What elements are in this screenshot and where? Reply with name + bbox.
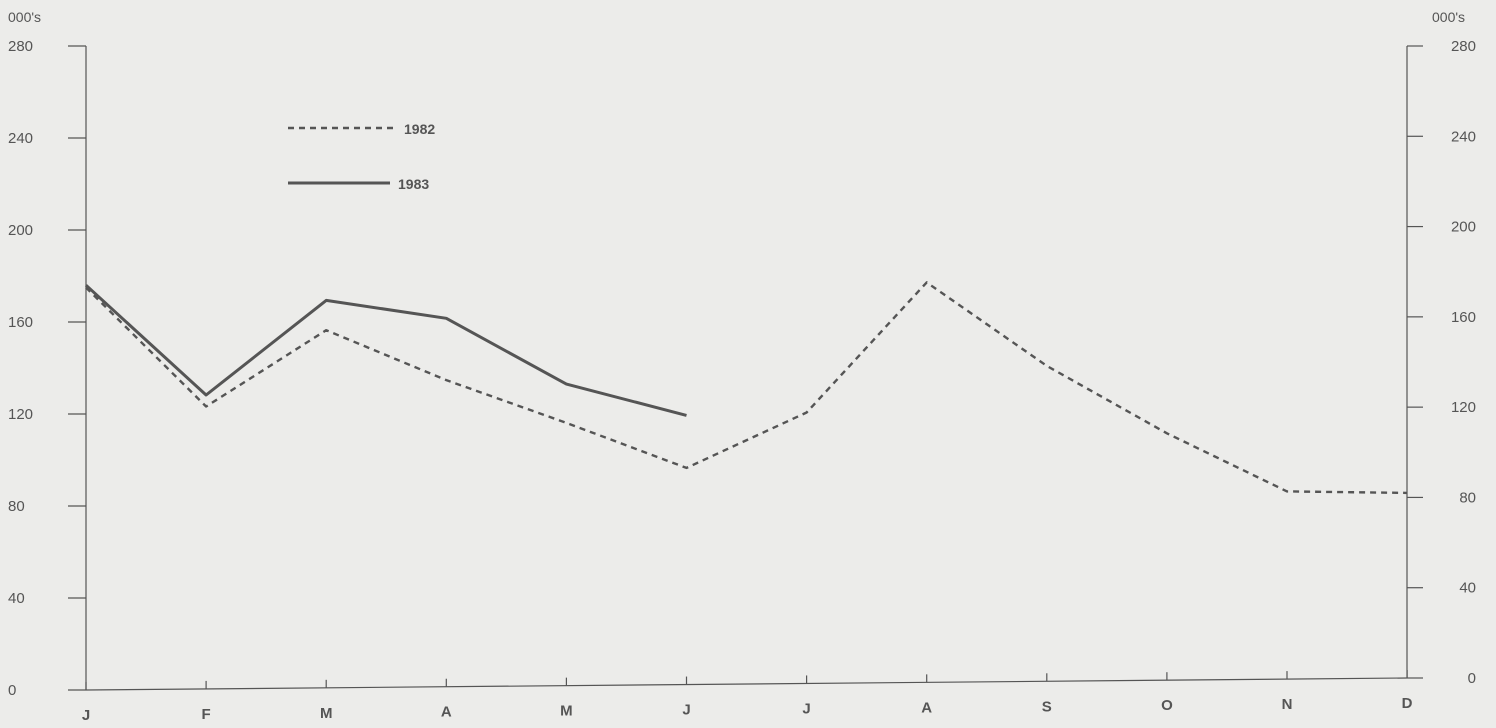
legend-label-1982: 1982 (404, 121, 435, 137)
x-tick-label: J (802, 700, 810, 717)
right-axis-unit: 000's (1432, 9, 1465, 25)
x-tick-label: O (1161, 697, 1173, 714)
right-tick-label: 240 (1451, 128, 1476, 145)
x-tick-label: J (82, 707, 90, 724)
x-tick-label: D (1402, 695, 1413, 712)
left-tick-label: 200 (8, 222, 33, 239)
x-tick-label: M (560, 703, 573, 720)
right-axis: 000's 0 40 80 120 160 200 240 280 (1406, 9, 1476, 687)
legend: 1982 1983 (288, 121, 435, 192)
right-tick-label: 160 (1451, 309, 1476, 326)
left-axis-unit: 000's (8, 9, 41, 25)
right-tick-label: 0 (1468, 670, 1476, 687)
x-tick-label: N (1282, 696, 1293, 713)
legend-label-1983: 1983 (398, 176, 429, 192)
right-tick-label: 80 (1459, 489, 1476, 506)
left-tick-label: 80 (8, 498, 25, 515)
left-tick-label: 40 (8, 590, 25, 607)
right-tick-label: 120 (1451, 399, 1476, 416)
left-axis: 000's 0 40 80 120 160 200 240 280 (8, 9, 87, 699)
left-tick-label: 120 (8, 406, 33, 423)
x-tick-label: A (441, 704, 452, 721)
x-tick-label: S (1042, 698, 1052, 715)
x-tick-label: F (202, 706, 211, 723)
right-tick-label: 280 (1451, 38, 1476, 55)
right-tick-label: 200 (1451, 219, 1476, 236)
left-tick-label: 160 (8, 314, 33, 331)
x-tick-label: J (682, 702, 690, 719)
x-tick-label: M (320, 705, 333, 722)
series-line-1982 (85, 281, 1408, 495)
x-tick-label: A (921, 699, 932, 716)
series-line-1983 (84, 284, 687, 417)
left-axis-ticks: 0 40 80 120 160 200 240 280 (8, 38, 86, 699)
x-axis-line (85, 677, 1408, 691)
series-lines (84, 281, 1408, 495)
left-tick-label: 280 (8, 38, 33, 55)
right-tick-label: 40 (1459, 580, 1476, 597)
left-tick-label: 0 (8, 682, 16, 699)
right-axis-ticks: 0 40 80 120 160 200 240 280 (1407, 38, 1476, 687)
left-tick-label: 240 (8, 130, 33, 147)
